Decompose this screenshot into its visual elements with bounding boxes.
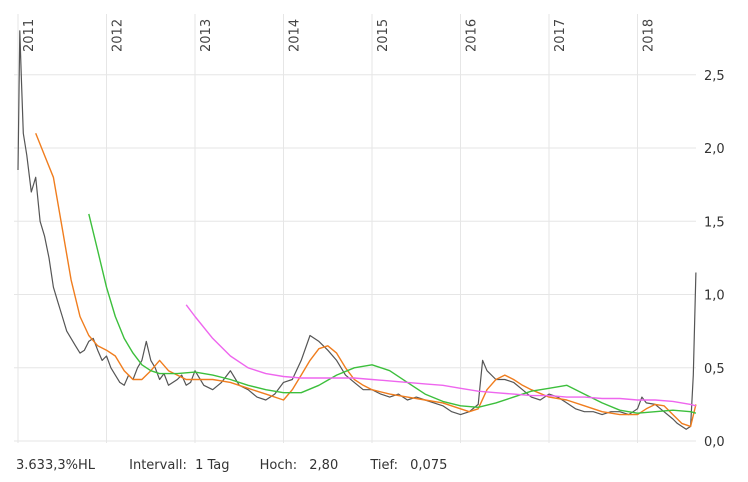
year-label: 2016 (465, 19, 480, 52)
y-tick-label: 2,5 (704, 69, 725, 84)
year-label: 2018 (642, 19, 657, 52)
year-label: 2011 (22, 19, 37, 52)
grid-lines (14, 14, 696, 443)
high-label: Hoch: (259, 458, 298, 473)
series-layer (17, 30, 697, 430)
y-tick-label: 2,0 (704, 142, 725, 157)
interval-value: 1 Tag (195, 458, 230, 473)
y-tick-label: 1,5 (704, 215, 725, 230)
year-label: 2015 (376, 19, 391, 52)
year-label: 2017 (553, 19, 568, 52)
chart-footer: 3.633,3%HL Intervall: 1 Tag Hoch: 2,80 T… (16, 458, 447, 473)
year-label: 2012 (111, 19, 126, 52)
series-line-moving-average-short (35, 133, 697, 428)
series-line-moving-average-long (185, 304, 697, 407)
series-line-price (17, 30, 697, 430)
low-value: 0,075 (410, 458, 448, 473)
change-percent: 3.633,3%HL (16, 458, 95, 473)
y-tick-label: 0,0 (704, 435, 725, 450)
high-value: 2,80 (309, 458, 339, 473)
series-line-moving-average-medium (88, 213, 697, 414)
low-label: Tief: (370, 458, 399, 473)
year-label: 2014 (288, 19, 303, 52)
y-tick-label: 1,0 (704, 289, 725, 304)
year-label: 2013 (199, 19, 214, 52)
year-labels: 2011 2012 2013 2014 2015 2016 2017 2018 (22, 19, 657, 52)
y-tick-label: 0,5 (704, 362, 725, 377)
y-axis-labels: 0,0 0,5 1,0 1,5 2,0 2,5 (704, 69, 725, 450)
interval-label: Intervall: (129, 458, 187, 473)
